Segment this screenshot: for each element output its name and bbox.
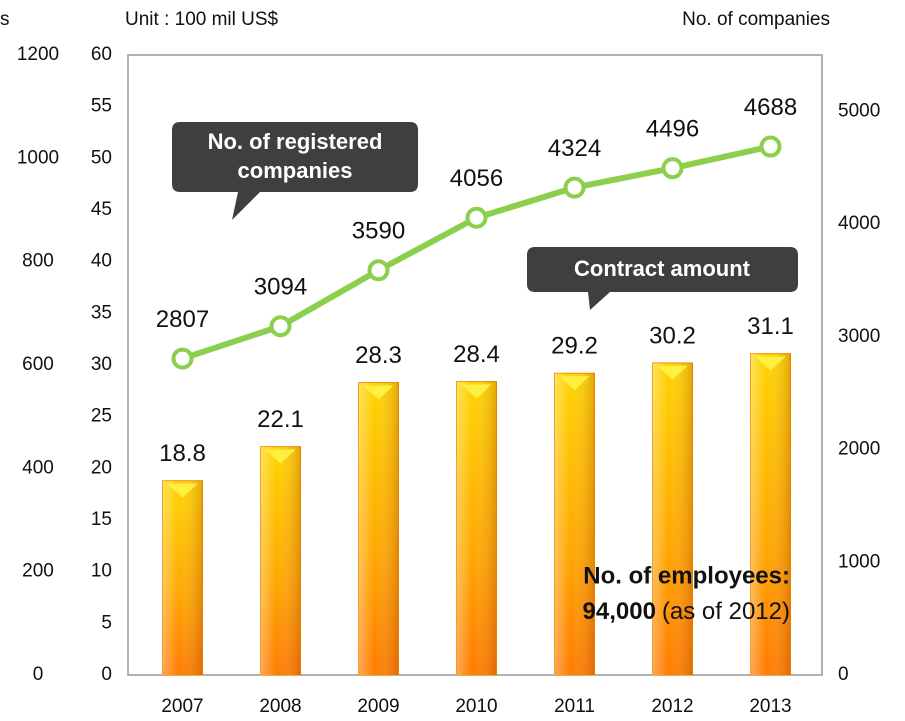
bar-cap	[559, 376, 590, 391]
y2-tick-label: 1000	[838, 551, 880, 572]
value-label: 4324	[548, 135, 601, 162]
value-label: 4496	[646, 116, 699, 143]
value-label: 29.2	[551, 333, 598, 360]
y-tick-label: 0	[101, 664, 112, 685]
y3-tick-label: 200	[22, 561, 54, 582]
employees-label: No. of employees:	[583, 562, 790, 589]
bar-cap	[755, 356, 786, 371]
x-tick-label: 2009	[357, 696, 399, 717]
bar-cap	[461, 384, 492, 399]
y-tick-label: 50	[91, 147, 112, 168]
y-tick-label: 30	[91, 354, 112, 375]
y-tick-label: 55	[91, 96, 112, 117]
cut-label: s	[0, 9, 10, 30]
employees-value: 94,000	[583, 598, 656, 625]
y-tick-label: 5	[101, 612, 112, 633]
value-label: 3590	[352, 218, 405, 245]
y3-tick-label: 1000	[17, 147, 59, 168]
callout-text: companies	[238, 158, 353, 183]
y2-tick-label: 4000	[838, 213, 880, 234]
y3-tick-label: 0	[33, 664, 44, 685]
line-marker	[171, 347, 194, 370]
line-marker	[563, 176, 586, 199]
value-label: 22.1	[257, 406, 304, 433]
x-tick-label: 2013	[749, 696, 791, 717]
value-label: 18.8	[159, 440, 206, 467]
y-tick-label: 20	[91, 457, 112, 478]
line-marker	[465, 206, 488, 229]
employees-text: 94,000 (as of 2012)	[583, 598, 790, 625]
value-label: 28.3	[355, 342, 402, 369]
y-tick-label: 45	[91, 199, 112, 220]
bar-shade	[554, 373, 595, 675]
unit-label: Unit : 100 mil US$	[125, 9, 279, 30]
y-tick-label: 15	[91, 509, 112, 530]
value-label: 31.1	[747, 313, 794, 340]
bar-cap	[363, 385, 394, 400]
bar-cap	[657, 365, 688, 380]
employees-note: (as of 2012)	[662, 598, 790, 625]
line-marker	[661, 157, 684, 180]
y-tick-label: 60	[91, 44, 112, 65]
y3-tick-label: 800	[22, 251, 54, 272]
y-tick-label: 35	[91, 302, 112, 323]
line-marker	[269, 315, 292, 338]
callout-box	[527, 247, 798, 310]
bar-cap	[265, 449, 296, 464]
value-label: 2807	[156, 306, 209, 333]
y2-tick-label: 0	[838, 664, 849, 685]
y-tick-label: 40	[91, 251, 112, 272]
line-marker	[367, 259, 390, 282]
x-tick-label: 2008	[259, 696, 301, 717]
bar-shade	[260, 446, 301, 675]
y-tick-label: 10	[91, 561, 112, 582]
y2-tick-label: 3000	[838, 326, 880, 347]
callouts: No. of registered companies Contract amo…	[172, 122, 798, 310]
value-label: 30.2	[649, 322, 696, 349]
bar-shade	[652, 362, 693, 675]
y3-tick-label: 1200	[17, 44, 59, 65]
bar-shade	[456, 381, 497, 675]
y2-tick-label: 2000	[838, 439, 880, 460]
value-label: 4688	[744, 94, 797, 121]
line-marker	[759, 135, 782, 158]
x-tick-label: 2007	[161, 696, 203, 717]
x-tick-label: 2012	[651, 696, 693, 717]
callout-box	[172, 122, 418, 220]
bar-shade	[162, 480, 203, 675]
y3-tick-label: 400	[22, 457, 54, 478]
x-tick-label: 2011	[554, 696, 595, 717]
y2-tick-label: 5000	[838, 100, 880, 121]
bar-shade	[358, 382, 399, 675]
bar-shade	[750, 353, 791, 675]
y-tick-label: 25	[91, 406, 112, 427]
callout-text: Contract amount	[574, 256, 751, 281]
value-label: 3094	[254, 274, 307, 301]
value-label: 28.4	[453, 341, 500, 368]
callout-text: No. of registered	[208, 129, 383, 154]
value-label: 4056	[450, 165, 503, 192]
y2-label: No. of companies	[682, 9, 830, 30]
x-tick-label: 2010	[455, 696, 497, 717]
y3-tick-label: 600	[22, 354, 54, 375]
bar-cap	[167, 483, 198, 498]
